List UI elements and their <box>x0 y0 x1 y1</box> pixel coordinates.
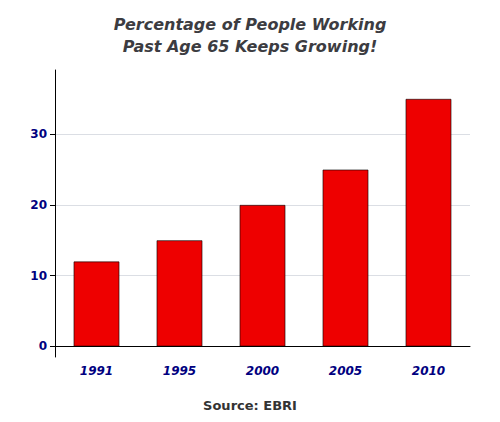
svg-text:2000: 2000 <box>246 364 279 378</box>
svg-text:Source: EBRI: Source: EBRI <box>203 398 297 413</box>
svg-text:20: 20 <box>30 198 47 212</box>
svg-text:Percentage of People Working: Percentage of People Working <box>114 15 387 34</box>
svg-text:Past Age 65 Keeps Growing!: Past Age 65 Keeps Growing! <box>123 37 378 56</box>
svg-text:2005: 2005 <box>329 364 362 378</box>
svg-text:1995: 1995 <box>163 364 196 378</box>
svg-text:2010: 2010 <box>412 364 445 378</box>
svg-text:0: 0 <box>39 339 47 353</box>
svg-text:30: 30 <box>30 127 47 141</box>
svg-text:10: 10 <box>30 269 47 283</box>
svg-text:1991: 1991 <box>80 364 113 378</box>
